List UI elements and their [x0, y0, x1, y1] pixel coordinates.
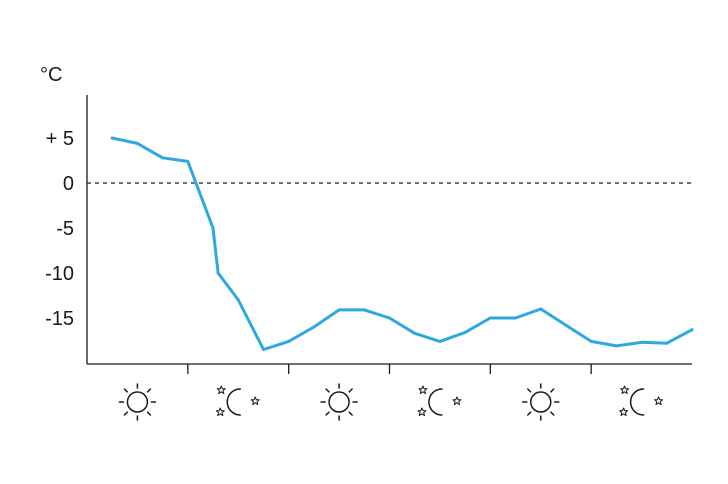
data-point [539, 307, 543, 311]
x-category-icons [118, 383, 663, 421]
data-point [665, 341, 669, 345]
sun-icon [118, 383, 157, 421]
data-point [135, 141, 139, 145]
data-point [589, 339, 593, 343]
data-point [690, 328, 694, 332]
data-point [236, 298, 240, 302]
data-point [564, 323, 568, 327]
data-point [438, 339, 442, 343]
data-point [186, 159, 190, 163]
data-point [362, 308, 366, 312]
moon-stars-icon [620, 386, 663, 416]
data-point [161, 156, 165, 160]
data-point [110, 136, 114, 140]
y-tick-label: -15 [45, 308, 74, 330]
data-point [337, 308, 341, 312]
data-point [514, 316, 517, 320]
y-tick-labels: + 5 0 -5 -10 -15 [45, 128, 74, 330]
sun-icon [320, 383, 358, 421]
data-point [463, 330, 467, 334]
y-tick-label: -10 [45, 263, 74, 285]
data-point [388, 316, 391, 320]
data-point [287, 339, 291, 343]
moon-stars-icon [216, 386, 259, 416]
data-point [488, 316, 492, 320]
data-point [413, 331, 417, 335]
x-axis-ticks [187, 364, 592, 374]
data-point [614, 344, 618, 348]
sun-icon [522, 383, 560, 421]
data-point [211, 226, 215, 230]
data-point [640, 340, 644, 344]
temperature-series-line [110, 136, 694, 351]
data-point [312, 325, 316, 329]
moon-stars-icon [418, 386, 461, 416]
y-axis-unit-label: °C [40, 64, 62, 86]
y-tick-label: + 5 [46, 128, 74, 150]
data-points [110, 136, 694, 351]
data-point [262, 348, 265, 351]
y-tick-label: 0 [63, 173, 74, 195]
data-point [216, 271, 220, 275]
y-tick-label: -5 [56, 218, 74, 240]
